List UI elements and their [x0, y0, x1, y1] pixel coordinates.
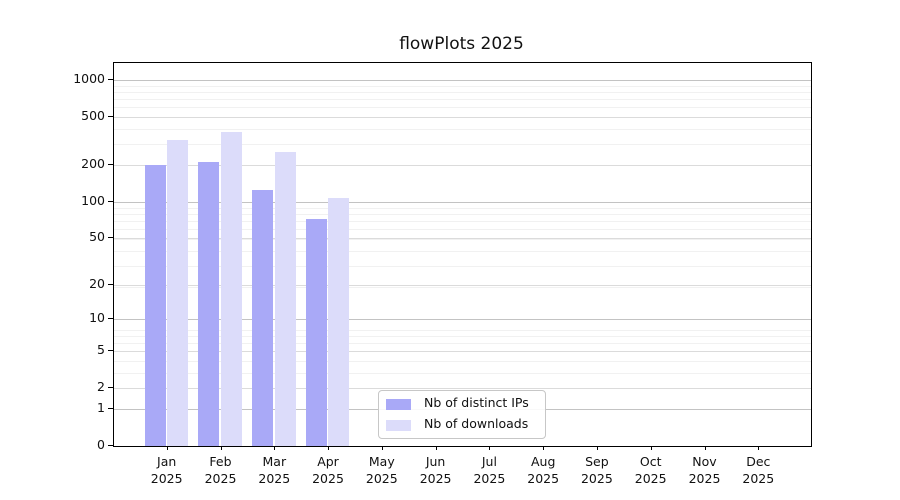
y-axis-tick-label: 0: [97, 437, 105, 452]
grid-line-major: [114, 79, 811, 81]
legend-item-downloads: Nb of downloads: [379, 415, 545, 436]
y-axis-tick-label: 10: [89, 310, 105, 325]
legend-label: Nb of distinct IPs: [424, 395, 529, 410]
y-tick-mark: [108, 200, 113, 202]
bar-apr-downloads: [328, 198, 350, 446]
x-tick-mark: [328, 446, 329, 450]
grid-line-minor: [114, 143, 811, 145]
x-axis-tick-label-jul: Jul 2025: [473, 454, 506, 486]
y-tick-mark: [108, 318, 113, 319]
y-axis-tick-label: 100: [81, 192, 105, 208]
grid-line-minor: [114, 107, 811, 109]
y-axis-tick-label: 1: [97, 400, 105, 416]
x-tick-mark: [435, 446, 437, 450]
grid-line-minor: [114, 207, 811, 209]
y-tick-mark: [108, 78, 113, 80]
y-tick-mark: [108, 115, 113, 117]
chart-title: flowPlots 2025: [399, 34, 524, 54]
bar-jan-downloads: [166, 140, 188, 446]
grid-line-minor: [114, 238, 811, 240]
y-axis-tick-label: 2: [97, 378, 105, 394]
x-axis-tick-label-dec: Dec 2025: [742, 454, 775, 486]
x-axis-tick-label-apr: Apr 2025: [312, 454, 344, 486]
grid-line-minor: [114, 342, 811, 344]
x-axis-tick-label-sep: Sep 2025: [580, 454, 613, 486]
bar-jan-distinct-ips: [144, 165, 166, 446]
x-tick-mark: [489, 446, 491, 450]
grid-line-minor: [114, 335, 811, 337]
grid-line-minor: [114, 329, 811, 331]
grid-line-minor: [114, 372, 811, 374]
x-tick-mark: [381, 446, 383, 450]
y-tick-mark: [108, 236, 113, 238]
bar-feb-distinct-ips: [198, 162, 220, 446]
grid-line-minor: [114, 98, 811, 100]
grid-line-minor: [114, 220, 811, 222]
x-axis-tick-label-jan: Jan 2025: [150, 454, 183, 486]
x-axis-tick-label-may: May 2025: [365, 454, 398, 486]
x-axis-tick-label-nov: Nov 2025: [688, 454, 721, 486]
y-tick-mark: [108, 408, 113, 410]
bar-apr-distinct-ips: [305, 218, 327, 446]
x-axis-tick-label-aug: Aug 2025: [527, 454, 560, 486]
y-axis-tick-label: 5: [97, 342, 105, 358]
x-tick-mark: [704, 446, 706, 450]
grid-line: [114, 351, 811, 353]
legend-item-distinct-ips: Nb of distinct IPs: [379, 394, 545, 415]
x-tick-mark: [596, 446, 598, 450]
y-axis-tick-label: 200: [81, 156, 105, 171]
x-axis-tick-label-feb: Feb 2025: [204, 454, 237, 486]
grid-line-minor: [114, 229, 811, 231]
grid-line: [114, 237, 811, 239]
y-tick-mark: [108, 386, 113, 388]
bar-mar-distinct-ips: [252, 189, 274, 446]
y-tick-mark: [108, 283, 113, 285]
x-tick-mark: [758, 446, 760, 450]
y-tick-mark: [108, 350, 113, 352]
y-axis-tick-label: 50: [89, 228, 105, 244]
grid-line: [114, 387, 811, 389]
grid-line: [114, 116, 811, 118]
bar-feb-downloads: [220, 131, 242, 446]
y-axis-tick-label: 20: [89, 275, 105, 291]
legend-label: Nb of downloads: [424, 416, 529, 431]
grid-line: [114, 284, 811, 286]
x-tick-mark: [220, 446, 222, 450]
x-tick-mark: [166, 446, 168, 450]
bar-mar-downloads: [274, 152, 296, 446]
y-axis-tick-label: 500: [81, 107, 105, 123]
y-tick-mark: [108, 164, 113, 165]
x-tick-mark: [274, 446, 276, 450]
grid-line-minor: [114, 265, 811, 267]
grid-line-minor: [114, 85, 811, 87]
grid-line-major: [114, 201, 811, 203]
x-tick-mark: [650, 446, 652, 450]
legend: Nb of distinct IPs Nb of downloads: [378, 390, 546, 439]
legend-swatch-downloads: [386, 420, 411, 431]
y-tick-mark: [108, 445, 113, 446]
grid-line-minor: [114, 287, 811, 289]
x-tick-mark: [543, 446, 545, 450]
grid-line-minor: [114, 91, 811, 93]
grid-line: [114, 165, 811, 166]
x-axis-tick-label-jun: Jun 2025: [419, 454, 452, 486]
y-axis-tick-label: 1000: [73, 70, 105, 86]
x-axis-tick-label-mar: Mar 2025: [258, 454, 291, 486]
grid-line-major: [114, 319, 811, 320]
grid-line-minor: [114, 360, 811, 362]
legend-swatch-distinct-ips: [386, 399, 411, 410]
x-axis-tick-label-oct: Oct 2025: [634, 454, 667, 486]
grid-line-minor: [114, 128, 811, 130]
grid-line-minor: [114, 213, 811, 215]
grid-line-minor: [114, 250, 811, 252]
